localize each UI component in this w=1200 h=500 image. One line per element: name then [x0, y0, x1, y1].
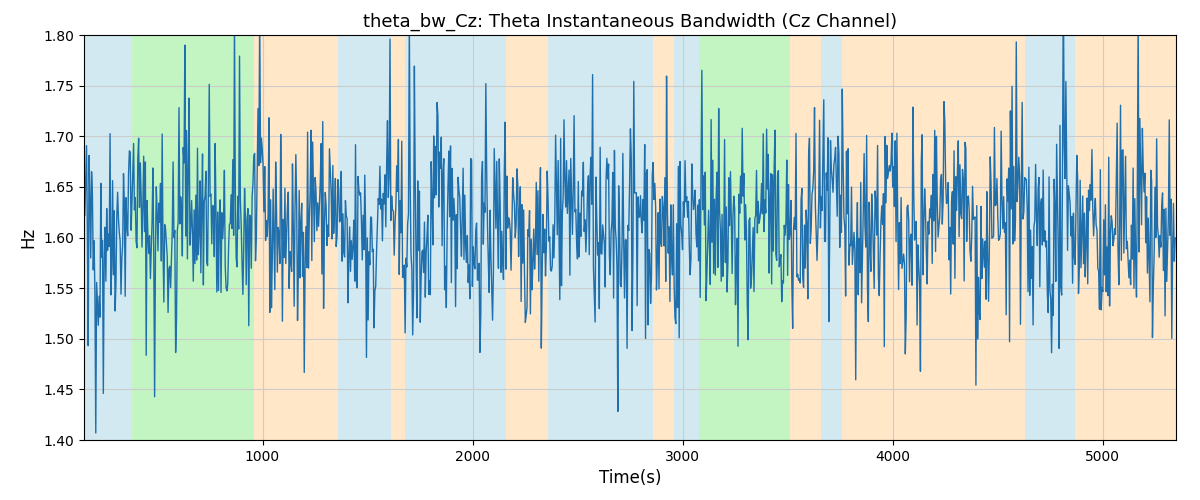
Bar — [700, 35, 790, 440]
X-axis label: Time(s): Time(s) — [599, 470, 661, 488]
Bar — [506, 35, 548, 440]
Bar — [132, 35, 254, 440]
Bar — [548, 35, 653, 440]
Bar — [254, 35, 338, 440]
Bar — [653, 35, 674, 440]
Bar — [674, 35, 700, 440]
Bar — [338, 35, 391, 440]
Bar — [406, 35, 506, 440]
Bar — [821, 35, 842, 440]
Bar — [790, 35, 821, 440]
Y-axis label: Hz: Hz — [20, 227, 38, 248]
Bar — [84, 35, 132, 440]
Title: theta_bw_Cz: Theta Instantaneous Bandwidth (Cz Channel): theta_bw_Cz: Theta Instantaneous Bandwid… — [362, 12, 898, 31]
Bar — [391, 35, 406, 440]
Bar — [842, 35, 1025, 440]
Bar — [1025, 35, 1075, 440]
Bar — [1075, 35, 1176, 440]
